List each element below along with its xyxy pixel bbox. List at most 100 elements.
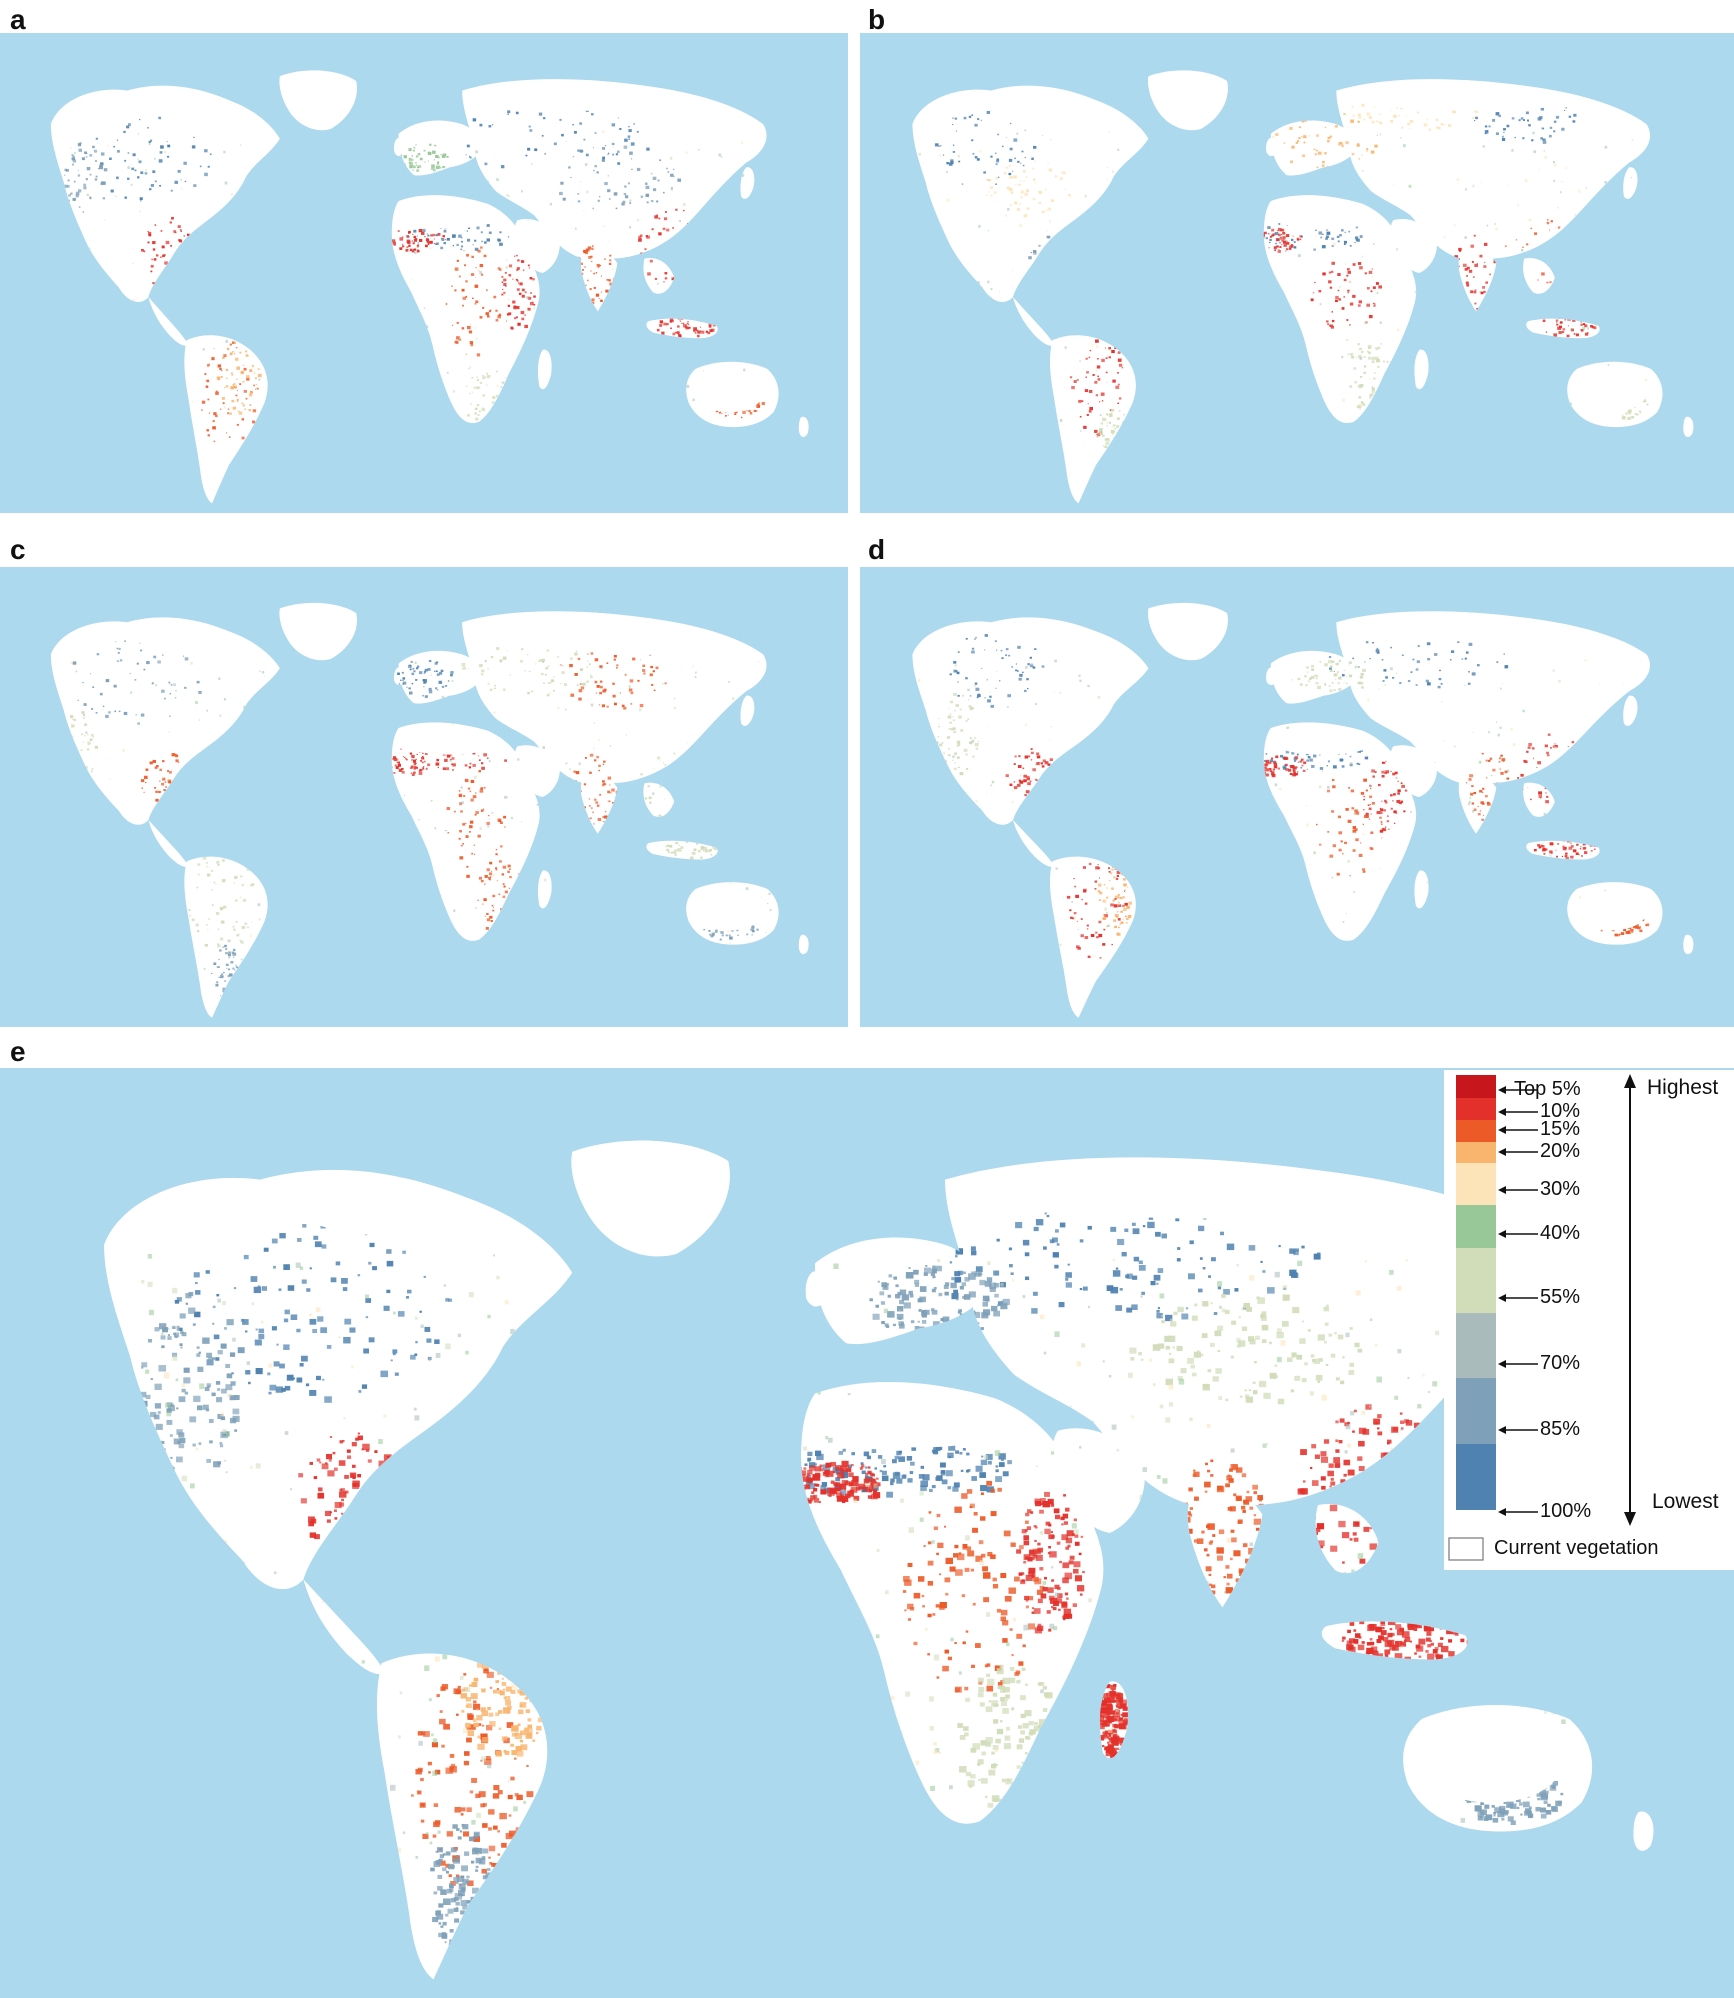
priority-pixel	[1440, 683, 1443, 685]
priority-pixel	[283, 1264, 290, 1270]
priority-pixel	[1358, 158, 1361, 160]
priority-pixel	[1371, 360, 1375, 364]
priority-pixel	[521, 317, 525, 321]
priority-pixel	[1298, 126, 1301, 129]
priority-pixel	[1285, 242, 1287, 244]
priority-pixel	[1321, 245, 1326, 249]
priority-pixel	[1085, 376, 1088, 379]
priority-pixel	[1354, 242, 1356, 244]
priority-pixel	[952, 144, 955, 146]
priority-pixel	[1617, 933, 1621, 937]
priority-pixel	[598, 298, 600, 300]
priority-pixel	[474, 775, 477, 779]
priority-pixel	[456, 243, 459, 247]
priority-pixel	[1127, 915, 1132, 919]
priority-pixel	[452, 723, 455, 726]
priority-pixel	[1553, 130, 1556, 133]
priority-pixel	[248, 409, 251, 412]
priority-pixel	[402, 756, 405, 758]
priority-pixel	[1438, 677, 1442, 681]
priority-pixel	[273, 1361, 280, 1367]
priority-pixel	[1361, 686, 1364, 689]
priority-pixel	[1291, 751, 1295, 755]
priority-pixel	[463, 250, 465, 252]
priority-pixel	[1522, 137, 1525, 140]
priority-pixel	[549, 691, 552, 694]
priority-pixel	[1047, 763, 1051, 766]
priority-pixel	[701, 330, 705, 334]
priority-pixel	[1471, 672, 1476, 676]
priority-pixel	[481, 251, 483, 254]
priority-pixel	[676, 331, 680, 335]
priority-pixel	[666, 228, 670, 232]
priority-pixel	[177, 761, 180, 764]
panel-label-c: c	[10, 534, 26, 565]
priority-pixel	[234, 353, 236, 355]
priority-pixel	[547, 682, 550, 684]
priority-pixel	[1097, 883, 1102, 887]
priority-pixel	[235, 899, 238, 902]
priority-pixel	[659, 159, 662, 162]
priority-pixel	[1361, 154, 1363, 156]
priority-pixel	[462, 296, 467, 300]
priority-pixel	[128, 123, 131, 126]
priority-pixel	[118, 710, 121, 713]
priority-pixel	[685, 326, 689, 330]
priority-pixel	[1504, 770, 1508, 774]
priority-pixel	[471, 852, 474, 855]
priority-pixel	[507, 113, 510, 115]
current-vegetation-area	[279, 73, 357, 128]
priority-pixel	[1289, 765, 1291, 767]
priority-pixel	[1018, 779, 1021, 782]
priority-pixel	[415, 762, 417, 765]
priority-pixel	[229, 352, 233, 356]
priority-pixel	[1352, 294, 1356, 298]
priority-pixel	[177, 169, 181, 173]
priority-pixel	[1546, 795, 1549, 798]
priority-pixel	[968, 741, 973, 745]
priority-pixel	[72, 661, 77, 665]
priority-pixel	[587, 653, 589, 655]
priority-pixel	[1537, 761, 1542, 765]
current-vegetation-area	[474, 612, 713, 642]
priority-pixel	[654, 277, 658, 280]
priority-pixel	[529, 129, 533, 132]
priority-pixel	[204, 149, 208, 153]
priority-pixel	[1526, 243, 1529, 246]
priority-pixel	[1346, 319, 1349, 321]
priority-pixel	[1374, 303, 1376, 305]
priority-pixel	[230, 372, 233, 375]
priority-pixel	[1511, 117, 1515, 120]
priority-pixel	[725, 934, 728, 937]
landmass-asia	[462, 79, 767, 261]
priority-pixel	[1084, 389, 1089, 393]
priority-pixel	[1400, 782, 1403, 784]
priority-pixel	[435, 234, 438, 237]
priority-pixel	[1299, 238, 1302, 241]
landmass-nz	[1683, 934, 1694, 955]
priority-pixel	[500, 386, 503, 388]
priority-pixel	[600, 667, 603, 670]
priority-pixel	[534, 662, 537, 665]
priority-pixel	[1302, 761, 1304, 763]
priority-pixel	[441, 238, 445, 241]
priority-pixel	[408, 148, 412, 151]
priority-pixel	[974, 123, 978, 127]
priority-pixel	[720, 156, 723, 158]
priority-pixel	[975, 799, 978, 803]
priority-pixel	[977, 694, 981, 698]
priority-pixel	[436, 661, 439, 664]
priority-pixel	[1033, 249, 1037, 253]
priority-pixel	[506, 796, 509, 799]
priority-pixel	[1059, 177, 1063, 181]
priority-pixel	[516, 269, 519, 271]
priority-pixel	[1091, 344, 1094, 347]
priority-pixel	[237, 390, 239, 392]
priority-pixel	[232, 956, 235, 958]
priority-pixel	[707, 331, 711, 335]
priority-pixel	[572, 155, 575, 158]
priority-pixel	[469, 366, 471, 368]
priority-pixel	[498, 313, 502, 317]
priority-pixel	[167, 155, 170, 158]
priority-pixel	[1018, 183, 1021, 186]
